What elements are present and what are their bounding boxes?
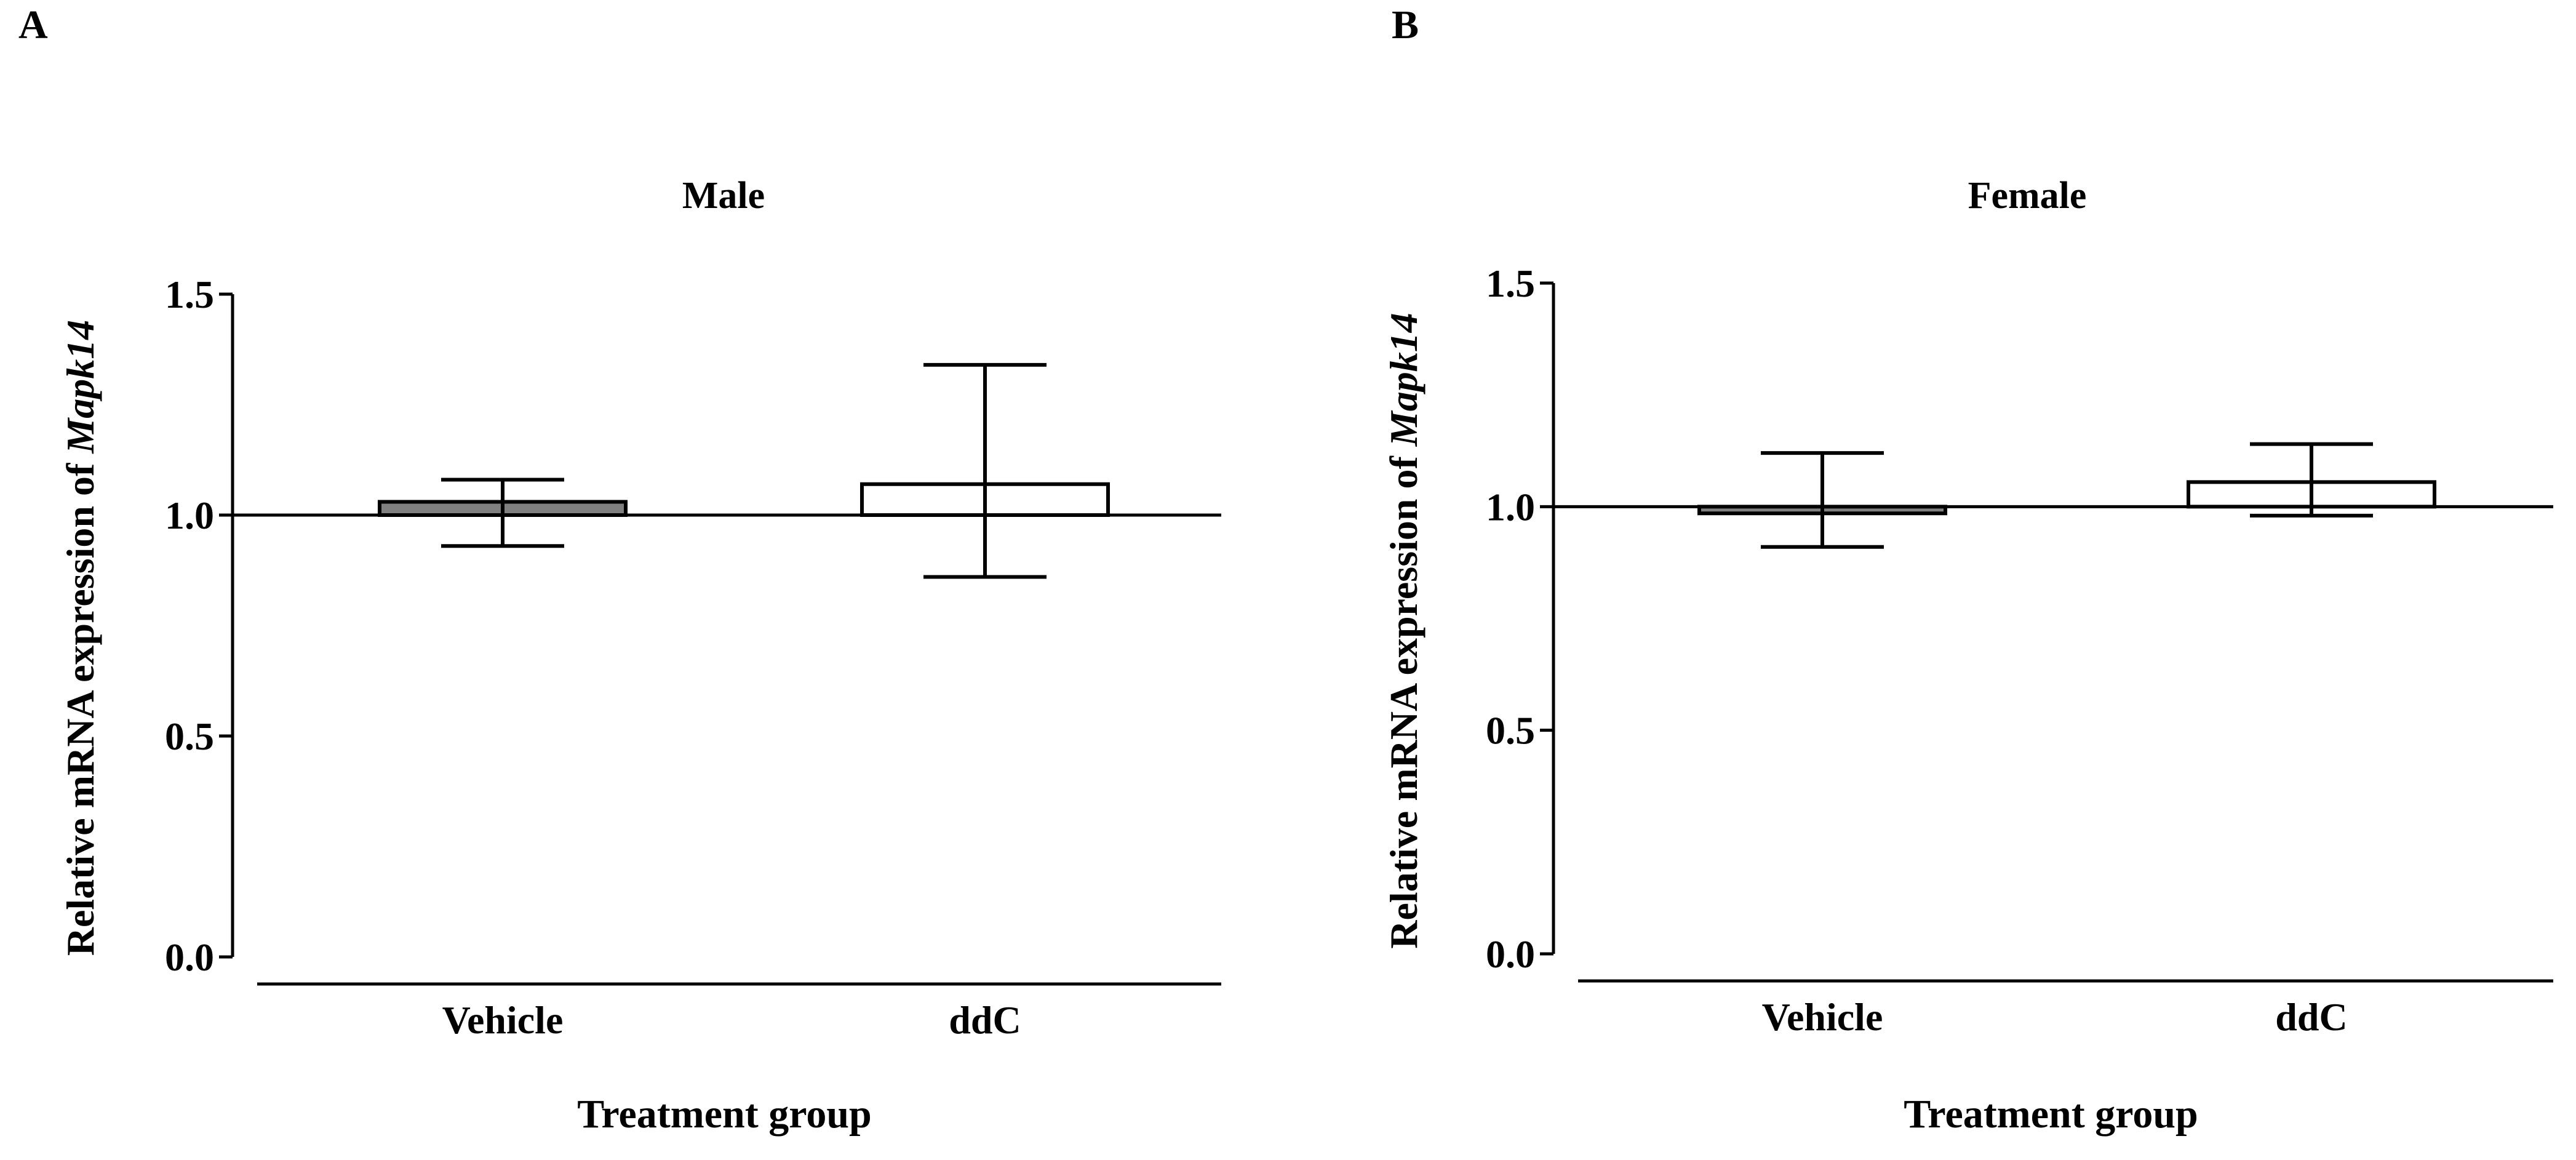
x-tick-label: ddC	[2275, 995, 2347, 1039]
y-tick-label: 1.5	[1486, 262, 1535, 305]
y-tick-label: 0.5	[165, 714, 214, 758]
panel-label: B	[1392, 2, 1419, 47]
panel-female: B Female 0.0 0.5 1.0 1.5 Vehicle ddC Treatment g…	[1382, 2, 2553, 1137]
panel-label: A	[18, 2, 48, 47]
y-axis-title-gene: Mapk14	[58, 320, 102, 454]
x-axis-title: Treatment group	[577, 1092, 871, 1137]
y-tick-label: 1.5	[165, 273, 214, 316]
y-axis-title-prefix: Relative mRNA expression of	[58, 454, 102, 956]
y-tick-label: 0.0	[1486, 932, 1535, 976]
x-tick-label: Vehicle	[1762, 995, 1883, 1039]
x-tick-label: Vehicle	[442, 998, 564, 1042]
y-tick-label: 1.0	[165, 494, 214, 537]
panel-male: A Male 0.0 0.5 1.0 1.5 Vehicle ddC Treatment gro…	[18, 2, 1221, 1137]
x-tick-label: ddC	[949, 998, 1021, 1042]
y-axis-title-prefix: Relative mRNA expression of	[1382, 446, 1426, 949]
y-axis-title: Relative mRNA expression of Mapk14	[58, 320, 102, 956]
y-axis-title-gene: Mapk14	[1382, 313, 1426, 447]
y-tick-label: 0.0	[165, 935, 214, 979]
chart-title: Male	[682, 175, 765, 217]
y-tick-label: 0.5	[1486, 709, 1535, 753]
y-tick-label: 1.0	[1486, 485, 1535, 529]
y-axis-title: Relative mRNA expression of Mapk14	[1382, 313, 1426, 948]
x-axis-title: Treatment group	[1904, 1092, 2198, 1137]
chart-title: Female	[1968, 175, 2087, 217]
